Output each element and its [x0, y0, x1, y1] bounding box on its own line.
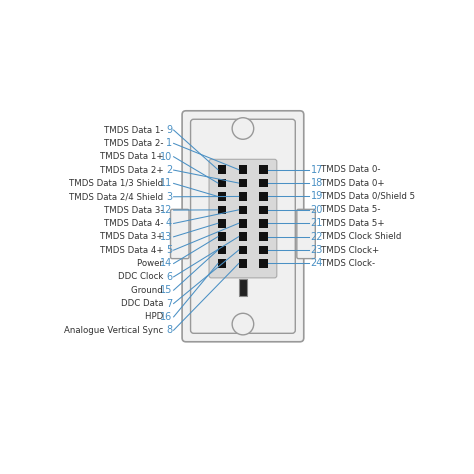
Text: DDC Data: DDC Data — [121, 299, 166, 308]
Text: 14: 14 — [160, 258, 172, 268]
Text: 24: 24 — [310, 258, 323, 268]
Text: TMDS Data 1/3 Shield: TMDS Data 1/3 Shield — [69, 179, 166, 188]
Text: 11: 11 — [160, 178, 172, 189]
Text: 9: 9 — [166, 125, 172, 135]
Circle shape — [232, 118, 254, 139]
Text: TMDS Data 0/Shield 5: TMDS Data 0/Shield 5 — [321, 192, 416, 201]
FancyBboxPatch shape — [191, 119, 295, 333]
Bar — [259, 219, 268, 228]
Text: 10: 10 — [160, 152, 172, 162]
Bar — [239, 179, 247, 187]
Text: DDC Clock: DDC Clock — [118, 273, 166, 282]
Bar — [239, 219, 247, 228]
Text: TMDS Data 3+: TMDS Data 3+ — [100, 232, 166, 241]
Text: TMDS Data 4-: TMDS Data 4- — [104, 219, 166, 228]
Text: 18: 18 — [310, 178, 323, 188]
Text: 22: 22 — [310, 232, 323, 242]
Text: 4: 4 — [166, 219, 172, 228]
FancyBboxPatch shape — [209, 159, 277, 278]
Text: 6: 6 — [166, 272, 172, 282]
Text: 16: 16 — [160, 312, 172, 322]
Text: 12: 12 — [160, 205, 172, 215]
Bar — [259, 192, 268, 201]
Text: 5: 5 — [166, 245, 172, 255]
Text: 2: 2 — [166, 165, 172, 175]
Text: 21: 21 — [310, 218, 323, 228]
Text: TMDS Data 0-: TMDS Data 0- — [321, 165, 381, 174]
Text: 13: 13 — [160, 232, 172, 242]
Bar — [239, 165, 247, 174]
Bar — [218, 179, 227, 187]
Bar — [239, 206, 247, 214]
Text: TMDS Clock Shield: TMDS Clock Shield — [321, 232, 402, 241]
Bar — [259, 179, 268, 187]
Text: 20: 20 — [310, 205, 323, 215]
Bar — [218, 165, 227, 174]
Text: 15: 15 — [160, 285, 172, 295]
Text: TMDS Data 5+: TMDS Data 5+ — [321, 219, 385, 228]
Bar — [218, 246, 227, 255]
Text: 17: 17 — [310, 164, 323, 174]
Text: 23: 23 — [310, 245, 323, 255]
Bar — [259, 232, 268, 241]
Text: TMDS Data 5-: TMDS Data 5- — [321, 205, 381, 214]
Text: TMDS Clock+: TMDS Clock+ — [321, 246, 380, 255]
Text: TMDS Data 1+: TMDS Data 1+ — [100, 152, 166, 161]
FancyBboxPatch shape — [297, 210, 315, 259]
Bar — [259, 259, 268, 268]
Bar — [259, 165, 268, 174]
Text: 7: 7 — [166, 299, 172, 309]
Bar — [218, 206, 227, 214]
Text: TMDS Data 2+: TMDS Data 2+ — [100, 165, 166, 174]
Text: TMDS Data 2-: TMDS Data 2- — [104, 139, 166, 148]
Circle shape — [232, 313, 254, 335]
Text: HPD: HPD — [145, 312, 166, 321]
Text: 1: 1 — [166, 138, 172, 148]
Bar — [239, 232, 247, 241]
Text: TMDS Data 4+: TMDS Data 4+ — [100, 246, 166, 255]
Text: 8: 8 — [166, 325, 172, 335]
FancyBboxPatch shape — [171, 210, 189, 259]
Bar — [239, 279, 247, 296]
Text: Ground: Ground — [131, 286, 166, 295]
Text: TMDS Clock-: TMDS Clock- — [321, 259, 375, 268]
Text: TMDS Data 2/4 Shield: TMDS Data 2/4 Shield — [69, 192, 166, 201]
Text: TMDS Data 1-: TMDS Data 1- — [104, 126, 166, 135]
Text: Analogue Vertical Sync: Analogue Vertical Sync — [64, 326, 166, 335]
Text: TMDS Data 3-: TMDS Data 3- — [104, 206, 166, 215]
Bar — [259, 206, 268, 214]
Bar — [239, 246, 247, 255]
Text: 19: 19 — [310, 191, 323, 201]
Bar — [259, 246, 268, 255]
Bar — [218, 219, 227, 228]
Bar — [218, 192, 227, 201]
Bar — [239, 259, 247, 268]
FancyBboxPatch shape — [182, 111, 304, 342]
Bar — [218, 232, 227, 241]
Bar — [239, 192, 247, 201]
Bar — [218, 259, 227, 268]
Text: Power: Power — [137, 259, 166, 268]
Text: 3: 3 — [166, 192, 172, 202]
Text: TMDS Data 0+: TMDS Data 0+ — [321, 179, 385, 188]
